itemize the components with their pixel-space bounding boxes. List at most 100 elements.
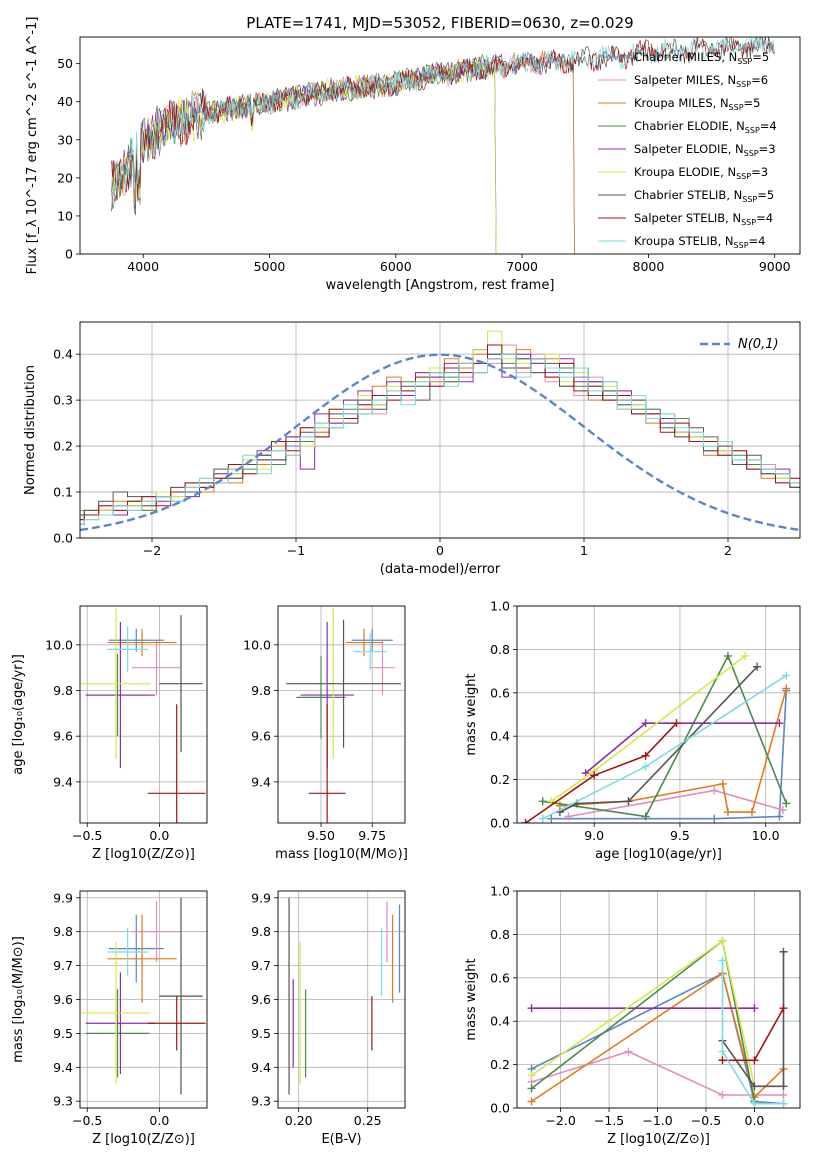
y-tick-label: 9.9: [53, 890, 73, 905]
weight-marker: [641, 812, 650, 821]
y-tick-label: 0.2: [53, 439, 73, 454]
legend-label: Salpeter STELIB, NSSP=4: [634, 211, 773, 227]
weight-marker: [775, 812, 784, 821]
weight-marker: [750, 1056, 759, 1065]
weight-marker: [750, 1004, 759, 1013]
y-tick-label: 10.0: [243, 637, 271, 652]
y-tick-label: 9.3: [53, 1094, 73, 1109]
weight-line-kroupa-miles: [531, 972, 785, 1103]
x-axis-label: mass [log10(M/M⊙)]: [275, 847, 408, 862]
x-tick-label: 6000: [380, 259, 412, 274]
y-tick-label: 1.0: [490, 599, 510, 614]
x-tick-label: −0.5: [72, 828, 102, 843]
mass-weight-vs-Z-frame: [516, 890, 801, 1109]
weight-marker: [747, 808, 756, 817]
y-tick-label: 0: [65, 247, 73, 262]
weight-marker: [527, 1084, 536, 1093]
weight-marker: [718, 936, 727, 945]
age-vs-Z-axes: [76, 606, 207, 827]
y-tick-label: 9.4: [53, 1060, 73, 1075]
legend-label: Kroupa MILES, NSSP=5: [634, 96, 760, 112]
mass-weight-vs-age-lines: [521, 651, 791, 823]
weight-line-chabrier-stelib: [559, 666, 758, 813]
legend-label: Kroupa STELIB, NSSP=4: [634, 234, 765, 250]
residual-histograms: [80, 330, 800, 532]
weight-marker: [778, 805, 787, 814]
weight-marker: [779, 1090, 788, 1099]
weight-marker: [710, 786, 719, 795]
y-tick-label: 9.7: [251, 958, 271, 973]
mass-weight-vs-Z-lines: [527, 936, 788, 1108]
legend-label: Salpeter ELODIE, NSSP=3: [634, 142, 776, 158]
weight-line-chabrier-elodie: [542, 653, 788, 818]
weight-marker: [527, 1097, 536, 1106]
mass-weight-vs-Z-axes: [513, 890, 800, 1112]
mass-vs-EBV-frame: [277, 890, 406, 1109]
y-tick-label: 0.2: [490, 772, 510, 787]
x-tick-label: 9.50: [307, 828, 335, 843]
y-tick-label: 30: [57, 132, 73, 147]
y-tick-label: 0.4: [53, 347, 73, 362]
x-tick-label: 0.25: [354, 1113, 382, 1128]
weight-marker: [782, 684, 791, 693]
weight-line-chabrier-miles: [551, 690, 788, 820]
y-tick-label: 0.4: [490, 729, 510, 744]
weight-marker: [547, 814, 556, 823]
x-tick-label: −1.5: [594, 1113, 624, 1128]
weight-marker: [538, 814, 547, 823]
weight-marker: [641, 719, 650, 728]
y-tick-label: 0.6: [490, 970, 510, 985]
y-tick-label: 9.5: [53, 1026, 73, 1041]
x-tick-label: 9000: [759, 259, 791, 274]
spectrum-line-kroupa-elodie: [111, 57, 497, 254]
y-tick-label: 9.4: [53, 774, 73, 789]
y-axis-label: mass [log₁₀(M/M⊙)]: [11, 936, 26, 1063]
x-tick-label: −2.0: [545, 1113, 575, 1128]
age-vs-mass-frame: [277, 605, 406, 824]
weight-line-salpeter-elodie: [585, 722, 780, 774]
y-tick-label: 1.0: [490, 884, 510, 899]
weight-marker: [718, 956, 727, 965]
x-axis-label: (data-model)/error: [380, 562, 501, 577]
x-axis-label: Z [log10(Z/Z⊙)]: [92, 847, 195, 862]
y-tick-label: 0.4: [490, 1014, 510, 1029]
weight-marker: [718, 1047, 727, 1056]
weight-marker: [718, 1090, 727, 1099]
x-axis-label: Z [log10(Z/Z⊙)]: [607, 1132, 710, 1147]
weight-marker: [624, 1047, 633, 1056]
age-vs-Z-errorbars: [81, 608, 206, 823]
y-tick-label: 9.6: [251, 992, 271, 1007]
y-tick-label: 20: [57, 170, 73, 185]
x-tick-label: 0.0: [149, 828, 169, 843]
x-tick-label: −2: [143, 543, 161, 558]
spectrum-axes: [76, 63, 776, 258]
mass-vs-Z-frame: [79, 890, 208, 1109]
weight-marker: [741, 651, 750, 660]
age-vs-Z-frame: [79, 605, 208, 824]
spectrum-line-chabrier-elodie: [111, 53, 497, 254]
spectrum-line-salpeter-elodie: [111, 56, 497, 254]
y-axis-label: Normed distribution: [23, 365, 38, 495]
mass-weight-vs-age-frame: [516, 605, 801, 824]
weight-marker: [750, 1082, 759, 1091]
weight-marker: [718, 779, 727, 788]
x-axis-label: wavelength [Angstrom, rest frame]: [326, 278, 555, 293]
weight-marker: [782, 799, 791, 808]
x-tick-label: 2: [724, 543, 732, 558]
weight-line-kroupa-stelib: [542, 674, 787, 820]
legend-label: Chabrier ELODIE, NSSP=4: [634, 119, 777, 135]
legend-label: Chabrier MILES, NSSP=5: [634, 50, 769, 66]
weight-marker: [564, 812, 573, 821]
y-axis-label: mass weight: [464, 958, 479, 1040]
weight-marker: [723, 651, 732, 660]
y-tick-label: 9.9: [251, 890, 271, 905]
y-tick-label: 0.1: [53, 485, 73, 500]
x-tick-label: 4000: [127, 259, 159, 274]
x-tick-label: 10.0: [752, 828, 780, 843]
y-tick-label: 9.7: [53, 958, 73, 973]
weight-marker: [779, 1099, 788, 1108]
legend-label: Salpeter MILES, NSSP=6: [634, 73, 768, 89]
y-tick-label: 9.4: [251, 1060, 271, 1075]
x-tick-label: 0.0: [149, 1113, 169, 1128]
y-tick-label: 0.6: [490, 685, 510, 700]
